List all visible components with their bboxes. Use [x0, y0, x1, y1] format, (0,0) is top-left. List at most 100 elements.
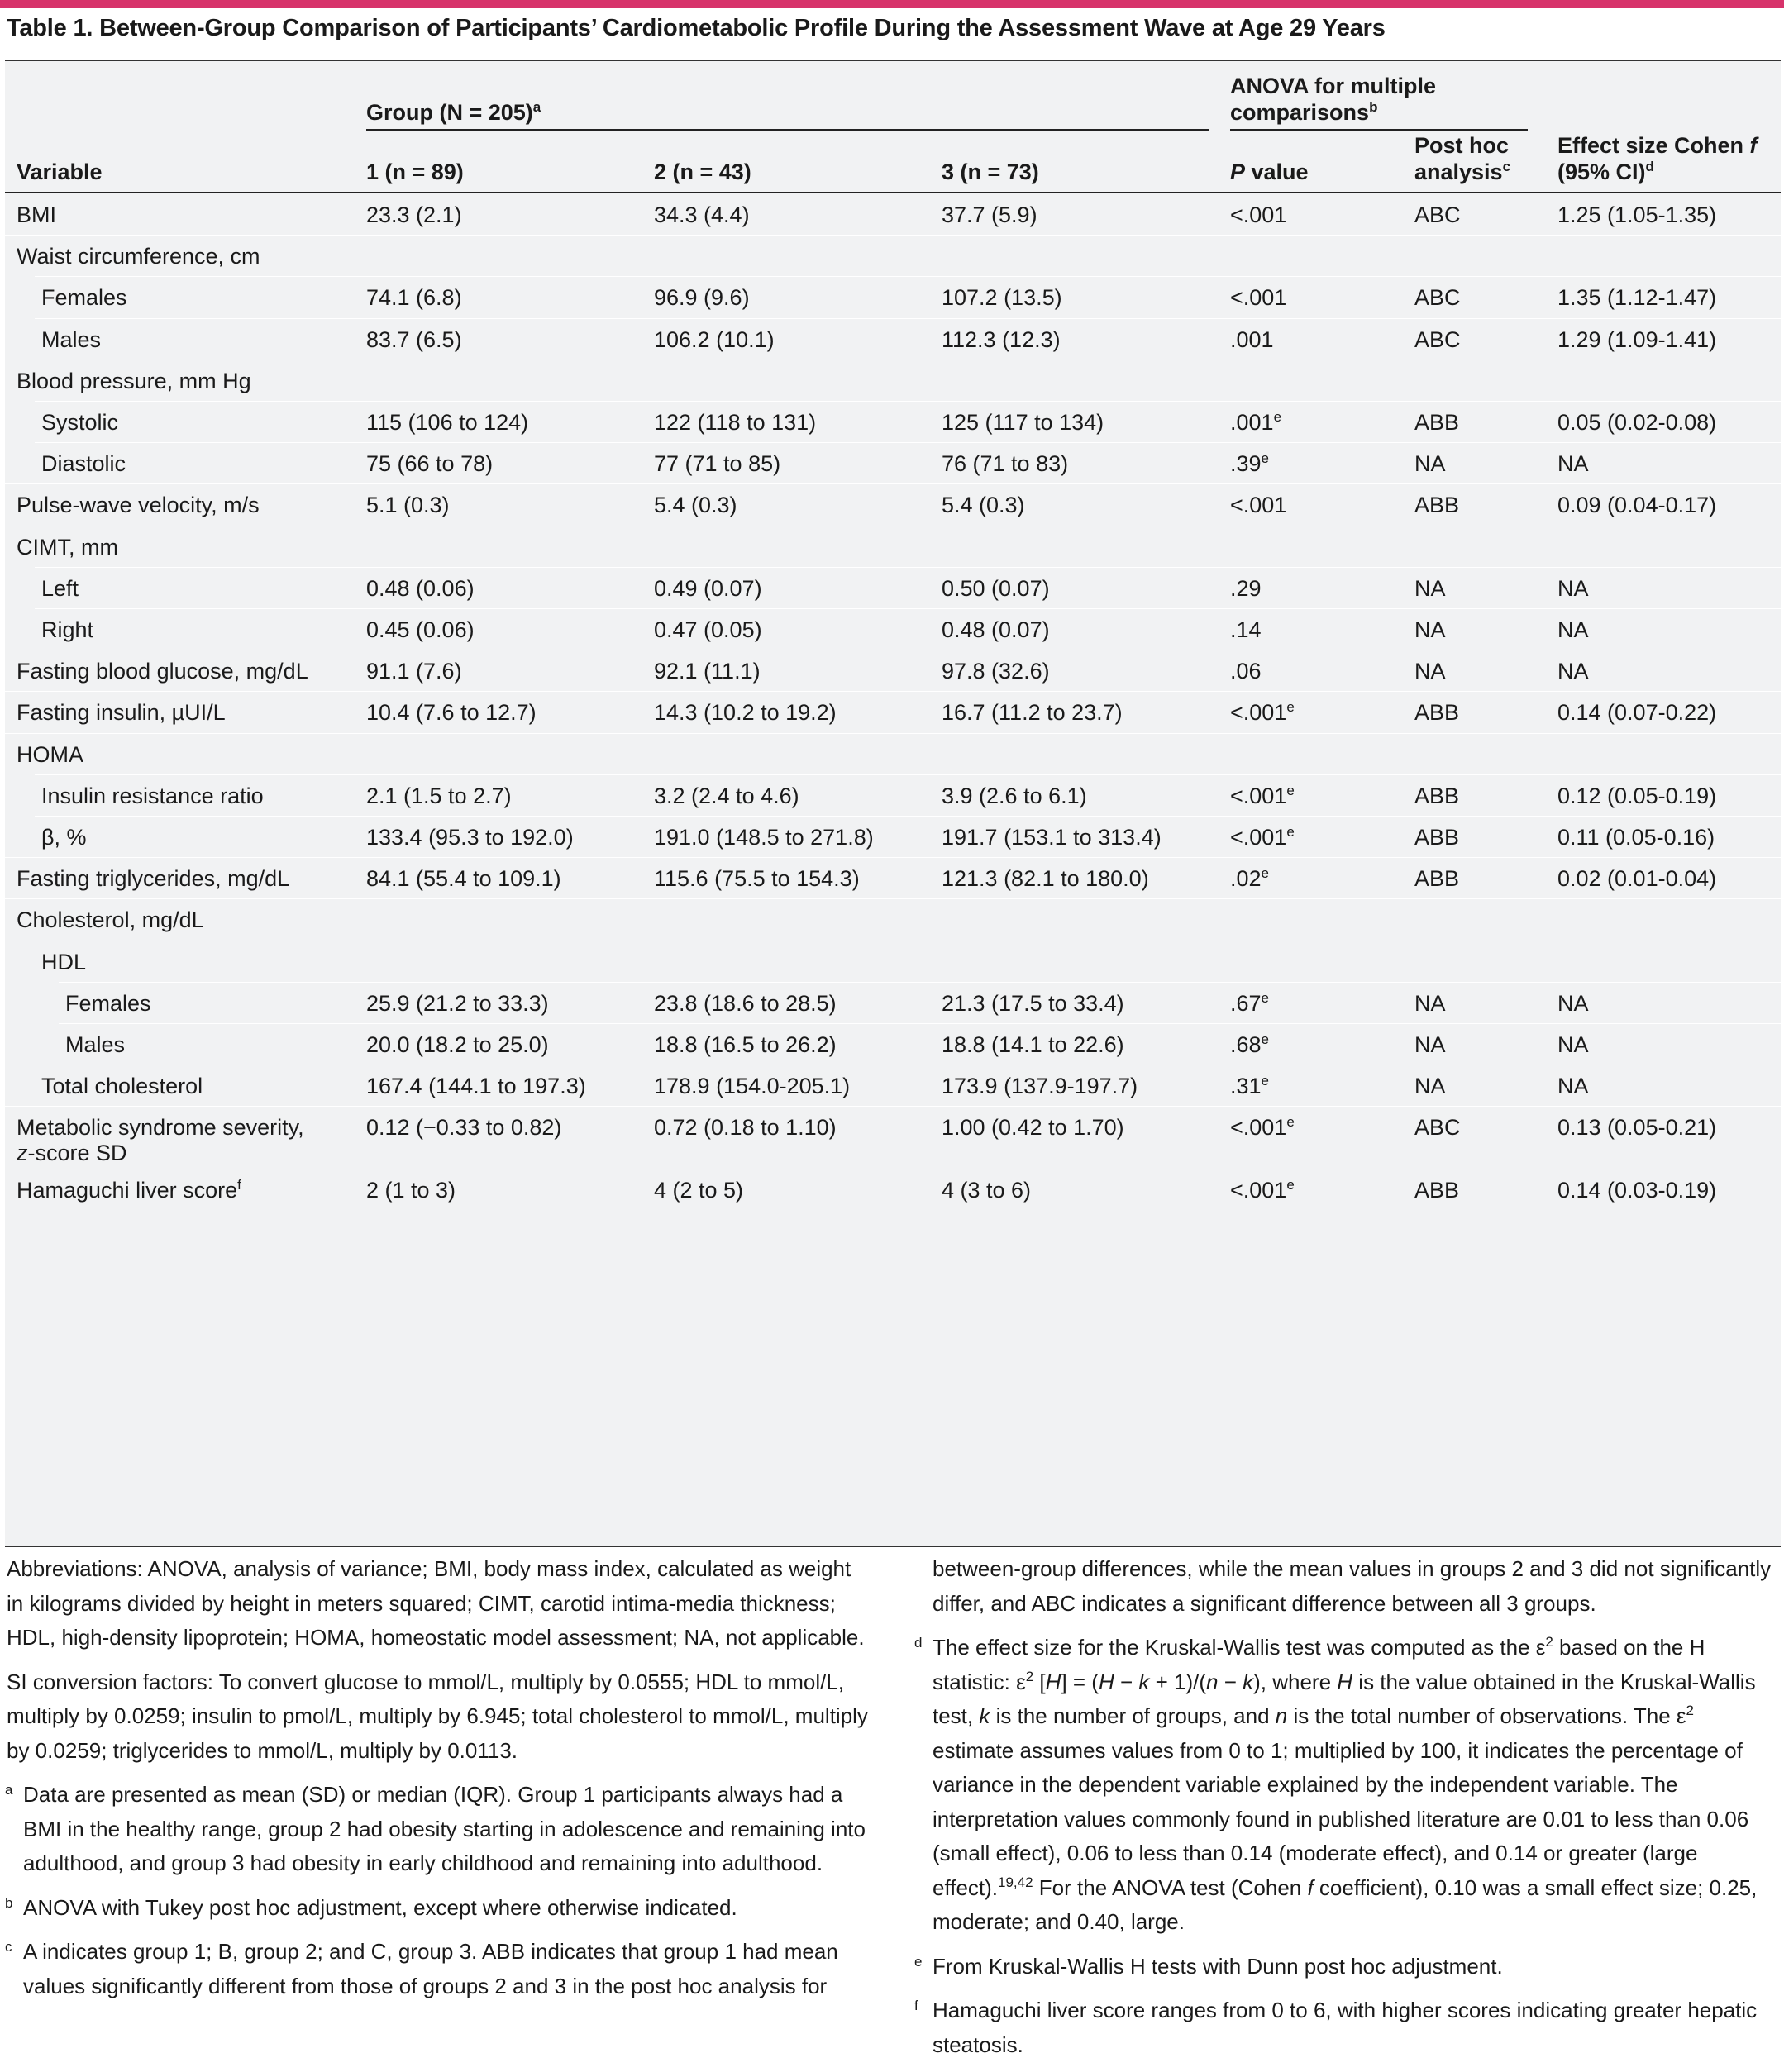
cell-group2: 23.8 (18.6 to 28.5)	[654, 990, 837, 1016]
cell-group1: 133.4 (95.3 to 192.0)	[366, 825, 574, 850]
p-value-footnote-mark: e	[1286, 699, 1295, 716]
col-header-effect-line2: (95% CI)d	[1557, 159, 1654, 184]
p-value-footnote-mark: e	[1286, 824, 1295, 840]
row-divider	[5, 1106, 1781, 1107]
p-value-text: <.001	[1230, 700, 1287, 726]
row-label-text: Fasting triglycerides, mg/dL	[17, 866, 290, 892]
row-divider	[5, 483, 1781, 485]
row-label: Fasting triglycerides, mg/dL	[17, 865, 289, 892]
cell-p-value: <.001e	[1230, 1114, 1295, 1141]
cell-posthoc: NA	[1414, 451, 1446, 477]
row-label: CIMT, mm	[17, 534, 118, 560]
cell-group1: 0.48 (0.06)	[366, 575, 475, 601]
cell-group2: 115.6 (75.5 to 154.3)	[654, 866, 860, 892]
row-label: Cholesterol, mg/dL	[17, 907, 204, 933]
notes-left-column: Abbreviations: ANOVA, analysis of varian…	[5, 1552, 873, 2013]
cell-group3: 0.50 (0.07)	[942, 575, 1050, 601]
row-label: Diastolic	[41, 450, 126, 477]
cell-p-value: .31e	[1230, 1073, 1269, 1099]
footnote-b: b ANOVA with Tukey post hoc adjustment, e…	[5, 1894, 737, 1920]
row-label: HDL	[41, 949, 86, 975]
cell-group2: 0.47 (0.05)	[654, 617, 762, 642]
row-label-text: Total cholesterol	[41, 1074, 203, 1099]
p-value-text: <.001	[1230, 493, 1287, 518]
p-value-footnote-mark: e	[1273, 409, 1282, 425]
cell-group1: 75 (66 to 78)	[366, 451, 494, 477]
row-label-text: Females	[65, 990, 151, 1016]
cell-posthoc: NA	[1414, 617, 1446, 642]
cell-group2: 4 (2 to 5)	[654, 1178, 744, 1203]
cell-group3: 1.00 (0.42 to 1.70)	[942, 1115, 1124, 1141]
cell-effect-size: 0.02 (0.01-0.04)	[1557, 866, 1717, 892]
cell-p-value: <.001	[1230, 284, 1286, 311]
row-label-line2: z-score SD	[17, 1140, 127, 1166]
cell-group1: 20.0 (18.2 to 25.0)	[366, 1032, 549, 1057]
row-label-text: Blood pressure, mm Hg	[17, 368, 251, 393]
cell-group2: 106.2 (10.1)	[654, 326, 775, 352]
cell-group2: 96.9 (9.6)	[654, 285, 750, 311]
cell-group1: 74.1 (6.8)	[366, 285, 462, 311]
row-label-text: HDL	[41, 949, 87, 974]
row-divider	[5, 691, 1781, 693]
cell-p-value: .14	[1230, 617, 1262, 643]
notes-right-column: between-group differences, while the mea…	[914, 1552, 1781, 2072]
p-value-text: .29	[1230, 575, 1262, 601]
cell-group3: 37.7 (5.9)	[942, 202, 1037, 227]
col-header-group2: 2 (n = 43)	[654, 160, 751, 184]
row-label-text: CIMT, mm	[17, 534, 118, 560]
p-value-text: .14	[1230, 617, 1262, 642]
cell-effect-size: NA	[1557, 659, 1589, 684]
cell-group3: 121.3 (82.1 to 180.0)	[942, 866, 1149, 892]
row-label-text: Males	[65, 1032, 126, 1057]
row-label: BMI	[17, 202, 56, 228]
p-value-footnote-mark: e	[1261, 1031, 1270, 1047]
cell-p-value: <.001e	[1230, 824, 1295, 850]
cell-posthoc: NA	[1414, 990, 1446, 1016]
cell-group1: 2.1 (1.5 to 2.7)	[366, 783, 512, 808]
anova-span-rule	[1230, 129, 1528, 131]
col-header-group1: 1 (n = 89)	[366, 160, 464, 184]
p-value-footnote-mark: e	[1261, 450, 1270, 467]
p-value-text: <.001	[1230, 202, 1287, 227]
p-value-text: .67	[1230, 990, 1262, 1016]
col-header-posthoc-line2: analysisc	[1414, 159, 1511, 184]
footnote-d: d The effect size for the Kruskal-Wallis …	[914, 1634, 1758, 1934]
cell-group1: 0.12 (−0.33 to 0.82)	[366, 1115, 562, 1141]
row-label-text: Waist circumference, cm	[17, 244, 260, 269]
row-label-italic: z	[17, 1141, 28, 1166]
cell-effect-size: 0.12 (0.05-0.19)	[1557, 783, 1717, 808]
cell-effect-size: 0.14 (0.03-0.19)	[1557, 1178, 1717, 1203]
cell-posthoc: NA	[1414, 575, 1446, 601]
cell-group1: 10.4 (7.6 to 12.7)	[366, 700, 537, 726]
col-header-group3: 3 (n = 73)	[942, 160, 1039, 184]
row-label-text: HOMA	[17, 741, 83, 767]
row-divider	[59, 981, 1781, 983]
footnote-f: f Hamaguchi liver score ranges from 0 to …	[914, 1998, 1758, 2057]
cell-effect-size: 0.09 (0.04-0.17)	[1557, 493, 1717, 518]
row-label: Insulin resistance ratio	[41, 783, 264, 809]
cell-p-value: .06	[1230, 658, 1262, 684]
p-value-footnote-mark: e	[1261, 989, 1270, 1006]
cell-posthoc: ABC	[1414, 202, 1461, 227]
row-label-footnote-mark: f	[237, 1177, 241, 1193]
cell-p-value: .02e	[1230, 865, 1269, 892]
cell-group1: 115 (106 to 124)	[366, 410, 529, 435]
cell-group1: 91.1 (7.6)	[366, 659, 462, 684]
cell-effect-size: 0.05 (0.02-0.08)	[1557, 410, 1717, 435]
row-label: Waist circumference, cm	[17, 243, 260, 269]
cell-p-value: .68e	[1230, 1031, 1269, 1058]
cell-group3: 5.4 (0.3)	[942, 493, 1025, 518]
row-label-text: Cholesterol, mg/dL	[17, 907, 204, 933]
cell-posthoc: ABC	[1414, 285, 1461, 311]
cell-posthoc: ABB	[1414, 825, 1460, 850]
row-divider	[5, 732, 1781, 734]
cell-group1: 83.7 (6.5)	[366, 326, 462, 352]
footnote-a: a Data are presented as mean (SD) or medi…	[5, 1782, 866, 1875]
cell-effect-size: 0.14 (0.07-0.22)	[1557, 700, 1717, 726]
cell-p-value: .39e	[1230, 450, 1269, 477]
cell-group3: 97.8 (32.6)	[942, 659, 1050, 684]
cell-p-value: .001	[1230, 326, 1274, 353]
row-label: Blood pressure, mm Hg	[17, 368, 251, 394]
row-divider	[35, 442, 1781, 444]
row-divider	[5, 898, 1781, 900]
